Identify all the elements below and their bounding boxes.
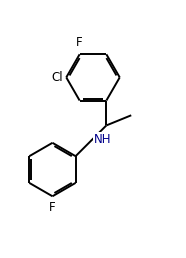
Text: F: F xyxy=(75,36,82,49)
Text: Cl: Cl xyxy=(51,71,63,84)
Text: F: F xyxy=(49,201,56,214)
Text: NH: NH xyxy=(93,133,111,146)
